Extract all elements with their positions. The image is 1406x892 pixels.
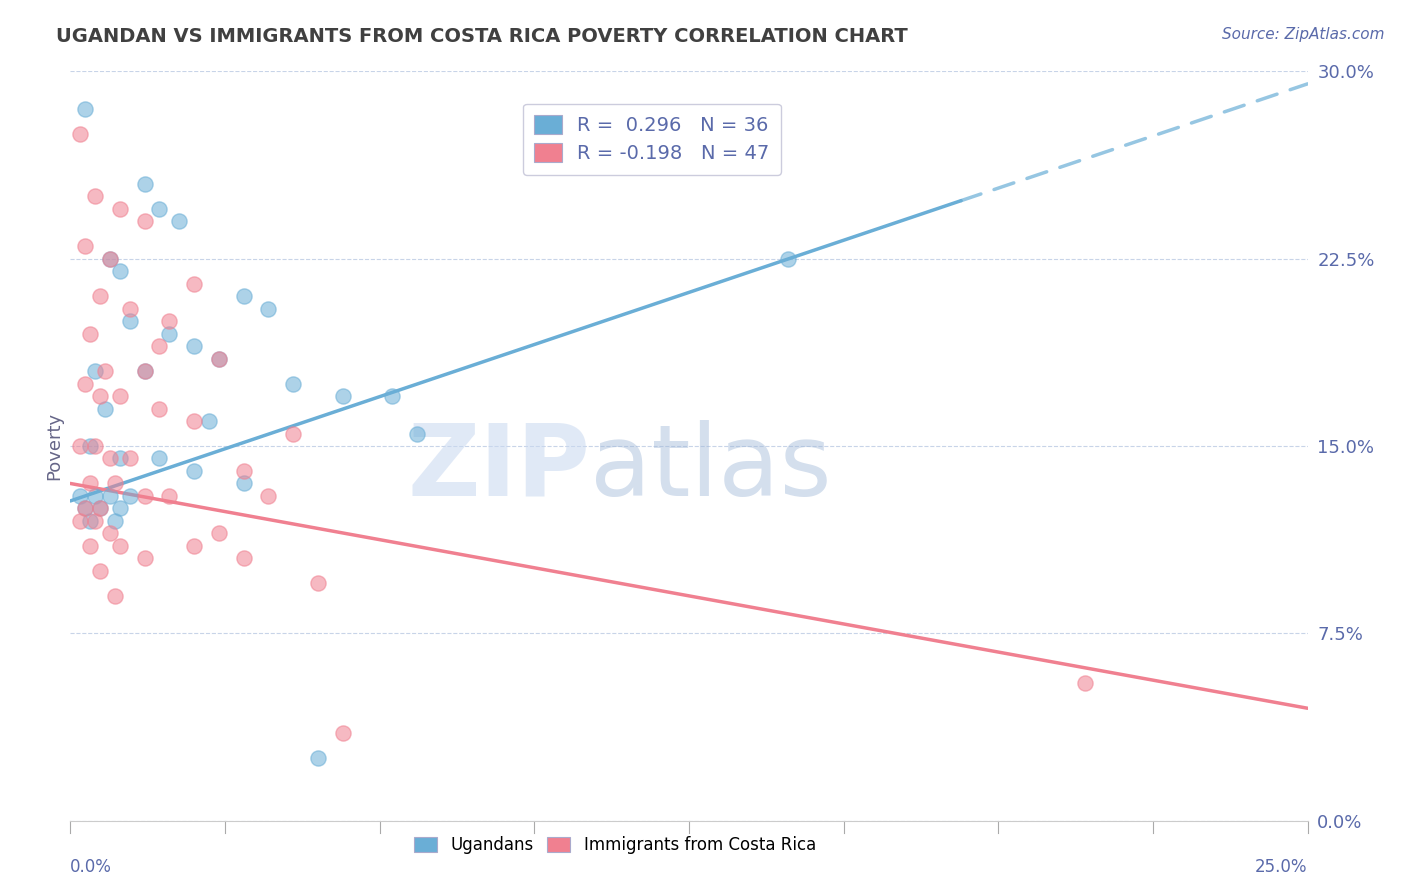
- Point: [307, 576, 329, 591]
- Point: [69, 514, 91, 528]
- Point: [84, 439, 107, 453]
- Point: [232, 289, 254, 303]
- Point: [281, 426, 304, 441]
- Point: [307, 751, 329, 765]
- Point: [79, 539, 101, 553]
- Point: [104, 514, 127, 528]
- Point: [84, 364, 107, 378]
- Text: 25.0%: 25.0%: [1256, 858, 1308, 876]
- Y-axis label: Poverty: Poverty: [45, 412, 63, 480]
- Point: [79, 326, 101, 341]
- Point: [118, 314, 141, 328]
- Point: [183, 277, 205, 291]
- Point: [157, 326, 180, 341]
- Point: [148, 451, 170, 466]
- Point: [134, 364, 156, 378]
- Point: [208, 351, 231, 366]
- Point: [75, 239, 97, 253]
- Point: [69, 489, 91, 503]
- Point: [1074, 676, 1097, 690]
- Point: [183, 414, 205, 428]
- Point: [84, 489, 107, 503]
- Point: [776, 252, 799, 266]
- Point: [98, 489, 121, 503]
- Point: [167, 214, 190, 228]
- Point: [232, 476, 254, 491]
- Point: [232, 551, 254, 566]
- Text: Source: ZipAtlas.com: Source: ZipAtlas.com: [1222, 27, 1385, 42]
- Text: atlas: atlas: [591, 420, 831, 517]
- Point: [134, 551, 156, 566]
- Point: [79, 514, 101, 528]
- Point: [98, 451, 121, 466]
- Point: [89, 501, 111, 516]
- Point: [108, 539, 131, 553]
- Point: [69, 439, 91, 453]
- Point: [281, 376, 304, 391]
- Point: [89, 389, 111, 403]
- Point: [157, 489, 180, 503]
- Point: [134, 177, 156, 191]
- Point: [84, 189, 107, 203]
- Point: [148, 401, 170, 416]
- Text: UGANDAN VS IMMIGRANTS FROM COSTA RICA POVERTY CORRELATION CHART: UGANDAN VS IMMIGRANTS FROM COSTA RICA PO…: [56, 27, 908, 45]
- Point: [148, 339, 170, 353]
- Point: [89, 501, 111, 516]
- Point: [232, 464, 254, 478]
- Point: [208, 351, 231, 366]
- Point: [208, 526, 231, 541]
- Point: [108, 264, 131, 278]
- Point: [134, 364, 156, 378]
- Point: [98, 252, 121, 266]
- Point: [134, 214, 156, 228]
- Point: [332, 726, 354, 740]
- Point: [75, 501, 97, 516]
- Point: [257, 301, 280, 316]
- Point: [157, 314, 180, 328]
- Point: [84, 514, 107, 528]
- Point: [381, 389, 404, 403]
- Point: [69, 127, 91, 141]
- Point: [108, 451, 131, 466]
- Point: [79, 476, 101, 491]
- Point: [75, 501, 97, 516]
- Point: [183, 339, 205, 353]
- Point: [108, 202, 131, 216]
- Point: [94, 364, 117, 378]
- Point: [118, 489, 141, 503]
- Point: [405, 426, 427, 441]
- Point: [198, 414, 221, 428]
- Point: [108, 389, 131, 403]
- Point: [104, 589, 127, 603]
- Text: 0.0%: 0.0%: [70, 858, 112, 876]
- Point: [89, 289, 111, 303]
- Point: [98, 526, 121, 541]
- Point: [94, 401, 117, 416]
- Point: [257, 489, 280, 503]
- Point: [75, 376, 97, 391]
- Point: [118, 451, 141, 466]
- Point: [75, 102, 97, 116]
- Point: [98, 252, 121, 266]
- Point: [118, 301, 141, 316]
- Point: [108, 501, 131, 516]
- Point: [104, 476, 127, 491]
- Point: [148, 202, 170, 216]
- Point: [332, 389, 354, 403]
- Point: [89, 564, 111, 578]
- Point: [183, 539, 205, 553]
- Text: ZIP: ZIP: [408, 420, 591, 517]
- Legend: Ugandans, Immigrants from Costa Rica: Ugandans, Immigrants from Costa Rica: [406, 830, 823, 861]
- Point: [79, 439, 101, 453]
- Point: [183, 464, 205, 478]
- Point: [134, 489, 156, 503]
